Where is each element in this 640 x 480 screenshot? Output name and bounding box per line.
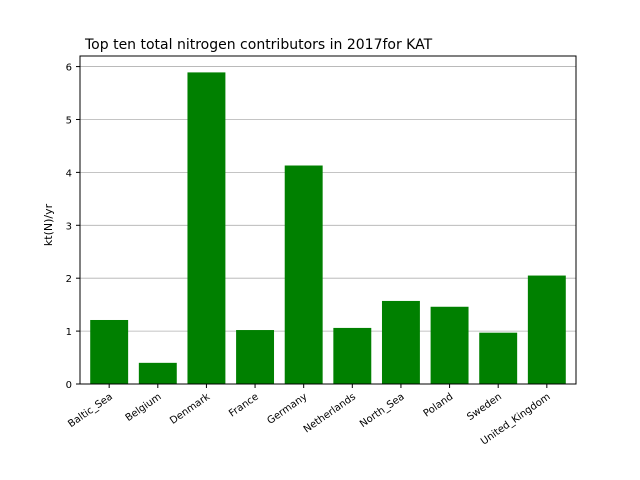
y-tick-label: 0 — [66, 380, 72, 391]
y-tick-label: 4 — [66, 168, 72, 179]
bar-north-sea — [381, 300, 420, 384]
bar-germany — [284, 165, 323, 384]
bar-poland — [430, 306, 469, 384]
bar-netherlands — [333, 327, 372, 384]
chart-title: Top ten total nitrogen contributors in 2… — [84, 37, 433, 53]
y-axis-ticks: 0 1 2 3 4 5 6 — [66, 63, 80, 391]
bar-united-kingdom — [527, 275, 566, 384]
bar-baltic-sea — [90, 319, 129, 384]
bar-sweden — [479, 332, 518, 384]
y-tick-label: 6 — [66, 63, 72, 74]
gridlines — [80, 66, 576, 332]
axes-frame — [79, 55, 577, 385]
y-tick-label: 3 — [66, 221, 72, 232]
y-tick-label: 5 — [66, 115, 72, 126]
bar-denmark — [187, 72, 226, 385]
y-tick-label: 1 — [66, 327, 72, 338]
bar-belgium — [138, 362, 177, 384]
bars — [90, 72, 566, 385]
bar-france — [236, 330, 275, 384]
y-axis-label: kt(N)/yr — [42, 203, 55, 246]
y-tick-label: 2 — [66, 274, 72, 285]
